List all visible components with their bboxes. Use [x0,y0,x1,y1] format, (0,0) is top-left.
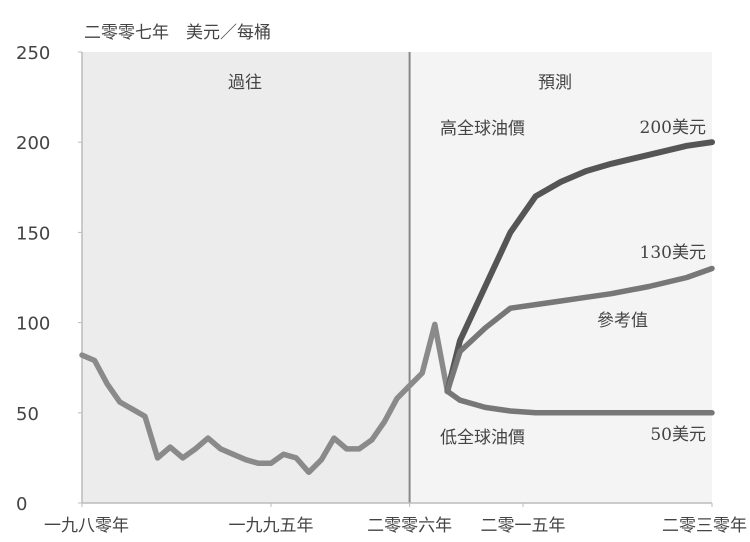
y-tick-label: 100 [16,314,50,335]
y-tick-label: 200 [16,133,50,154]
unit-label: 二零零七年 美元／每桶 [84,23,271,43]
region-label-history: 過往 [228,73,262,93]
x-tick-label: 一九九五年 [229,516,314,536]
y-tick-label: 50 [16,404,39,425]
x-tick-label: 二零三零年 [662,516,747,536]
y-tick-label: 0 [16,494,27,515]
annotation-low-label: 低全球油價 [440,428,525,448]
region-label-forecast: 預測 [538,73,572,93]
x-tick-label: 二零零六年 [367,516,452,536]
annotation-high-end: 200美元 [640,118,706,138]
series-layer [79,139,715,476]
background-layer [82,52,712,503]
annotation-reference-end: 130美元 [640,243,706,263]
series-line-low [444,388,715,416]
series-line-reference [444,265,715,394]
x-tick-label: 一九八零年 [44,516,129,536]
series-line-history [79,321,451,476]
annotation-high-label: 高全球油價 [440,119,525,139]
annotation-low-end: 50美元 [650,425,706,445]
forecast-region [409,52,712,503]
axis-layer: 0 50 100 150 200 250 一九八零年 一九九五年 二零零六年 二零一五年 二零三零年 [16,43,747,536]
history-region [82,52,410,503]
series-line-high [444,139,715,395]
y-tick-label: 250 [16,43,50,64]
x-tick-label: 二零一五年 [481,516,566,536]
annotation-reference-label: 參考值 [597,311,648,331]
y-tick-label: 150 [16,223,50,244]
